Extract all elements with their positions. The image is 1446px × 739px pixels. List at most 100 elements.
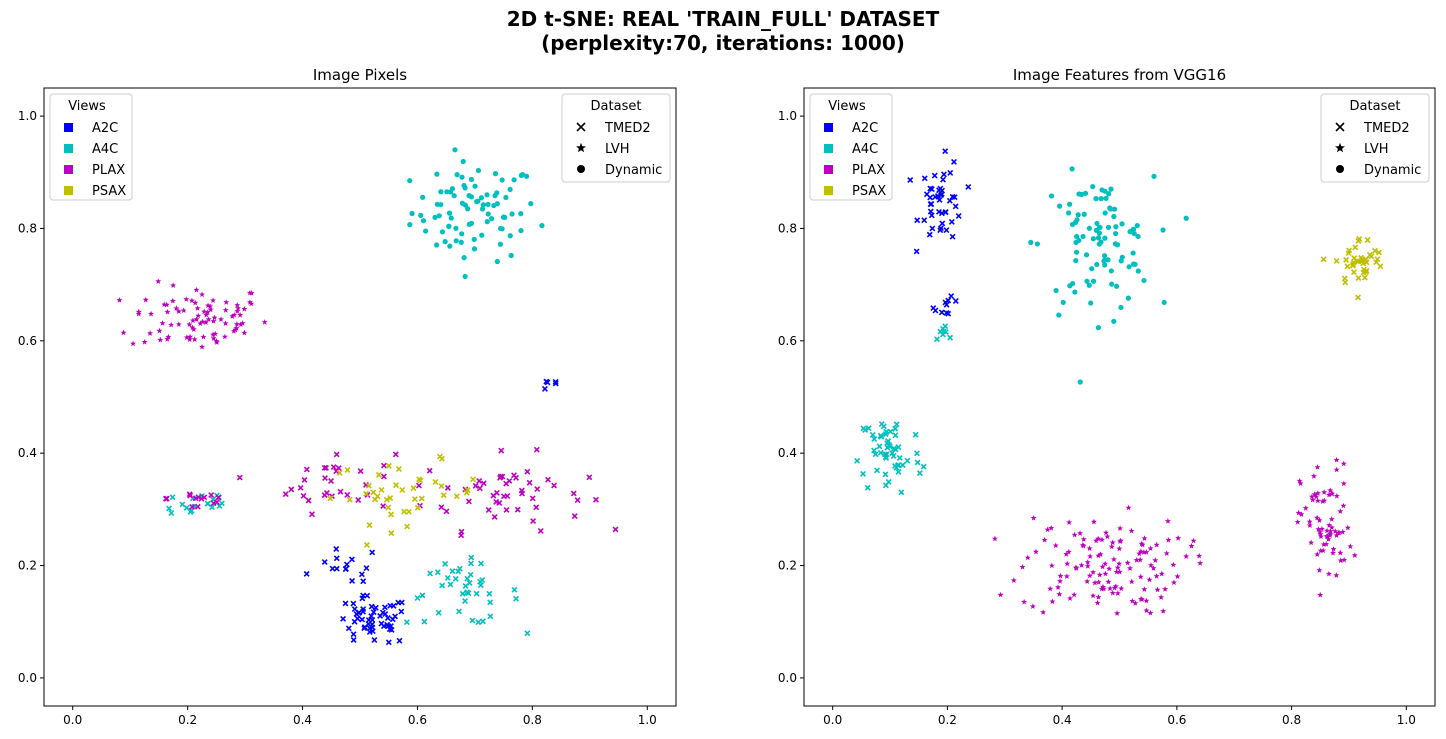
data-point-plax [1147, 609, 1154, 616]
data-point-plax [537, 528, 544, 534]
data-point-plax [1125, 504, 1132, 511]
data-point-a4c [472, 183, 478, 189]
data-point-a4c [528, 201, 534, 207]
legend-label: A4C [852, 142, 878, 157]
data-point-a4c [884, 444, 891, 451]
data-point-a4c [494, 258, 500, 265]
data-point-plax [1344, 524, 1351, 531]
data-point-a4c [508, 252, 514, 259]
data-point-plax [1109, 589, 1116, 596]
data-point-a4c [518, 211, 524, 217]
data-point-a4c [864, 484, 871, 491]
data-point-plax [344, 491, 351, 498]
data-point-psax [1355, 294, 1361, 301]
data-point-plax [1314, 497, 1321, 504]
data-point-a4c [434, 569, 441, 576]
data-point-plax [1102, 570, 1109, 577]
legend-marker-tmed2-icon [576, 122, 586, 132]
data-point-plax [305, 497, 312, 504]
data-point-plax [1323, 541, 1330, 547]
data-point-a4c [895, 468, 902, 475]
data-point-plax [193, 286, 200, 293]
y-tick-label: 0.0 [18, 671, 37, 685]
data-point-psax [418, 495, 425, 502]
data-point-a4c [895, 444, 902, 451]
data-point-plax [533, 446, 540, 453]
legend-swatch-psax [824, 186, 833, 195]
data-point-plax [1137, 556, 1144, 563]
data-point-plax [1063, 573, 1070, 579]
data-point-a4c [166, 505, 173, 512]
data-point-plax [1041, 536, 1048, 543]
data-point-plax [1116, 568, 1123, 575]
data-point-a4c [488, 216, 495, 222]
data-point-plax [1339, 528, 1346, 535]
data-point-a2c [358, 571, 365, 578]
data-point-plax [1139, 541, 1146, 548]
data-point-plax [189, 324, 196, 331]
data-point-plax [1328, 524, 1335, 531]
data-point-a2c [952, 203, 959, 210]
data-point-a4c [452, 575, 459, 582]
data-point-psax [366, 522, 373, 529]
data-point-a4c [1056, 312, 1062, 318]
data-point-a4c [1132, 261, 1138, 267]
data-point-plax [1317, 531, 1324, 537]
data-point-plax [170, 282, 177, 288]
data-point-psax [1364, 237, 1371, 243]
data-point-plax [1152, 557, 1159, 563]
data-point-plax [1190, 537, 1197, 544]
data-point-a4c [499, 177, 505, 183]
data-point-plax [444, 484, 451, 491]
data-point-plax [210, 297, 216, 303]
data-point-plax [571, 513, 578, 520]
data-point-a2c [943, 301, 950, 308]
data-point-plax [1143, 597, 1150, 604]
legend-label: TMED2 [604, 121, 651, 136]
data-point-plax [199, 318, 206, 325]
data-point-a4c [462, 582, 469, 589]
y-tick-label: 0.8 [18, 221, 37, 235]
data-point-plax [1057, 578, 1063, 584]
data-point-plax [207, 303, 214, 309]
data-point-psax [1376, 249, 1383, 256]
data-point-a4c [479, 577, 486, 583]
data-point-plax [1148, 562, 1154, 568]
data-point-a4c [1102, 235, 1108, 241]
data-point-a4c [1094, 220, 1100, 227]
data-point-plax [1097, 551, 1104, 557]
data-point-a4c [892, 425, 899, 432]
data-point-plax [506, 478, 513, 484]
data-point-a2c [371, 637, 378, 643]
data-point-plax [1098, 536, 1105, 543]
data-point-a4c [462, 273, 468, 280]
data-point-a2c [398, 608, 405, 615]
data-point-a2c [938, 309, 945, 316]
y-tick-label: 0.4 [778, 446, 797, 460]
legend-label: A2C [92, 121, 118, 136]
data-point-a4c [459, 200, 466, 206]
data-point-plax [485, 507, 492, 513]
legend-label: A2C [852, 121, 878, 136]
data-point-plax [183, 334, 190, 340]
data-point-a4c [468, 194, 474, 200]
data-point-a4c [872, 451, 879, 458]
data-point-plax [1095, 552, 1102, 559]
data-point-plax [301, 476, 308, 483]
data-point-psax [1374, 256, 1381, 263]
data-point-plax [1327, 530, 1334, 537]
data-point-plax [1141, 549, 1147, 555]
data-point-a2c [945, 297, 952, 304]
data-point-a2c [942, 148, 949, 155]
data-point-a2c [303, 570, 310, 577]
data-point-plax [1310, 473, 1317, 479]
data-point-a2c [340, 615, 347, 622]
data-point-psax [1356, 236, 1363, 242]
data-point-plax [1311, 491, 1318, 497]
data-point-a2c [943, 309, 950, 316]
data-point-plax [1080, 536, 1087, 542]
data-point-plax [1340, 502, 1347, 509]
data-point-plax [504, 493, 511, 499]
data-point-a4c [449, 568, 456, 575]
data-point-a2c [914, 217, 921, 224]
